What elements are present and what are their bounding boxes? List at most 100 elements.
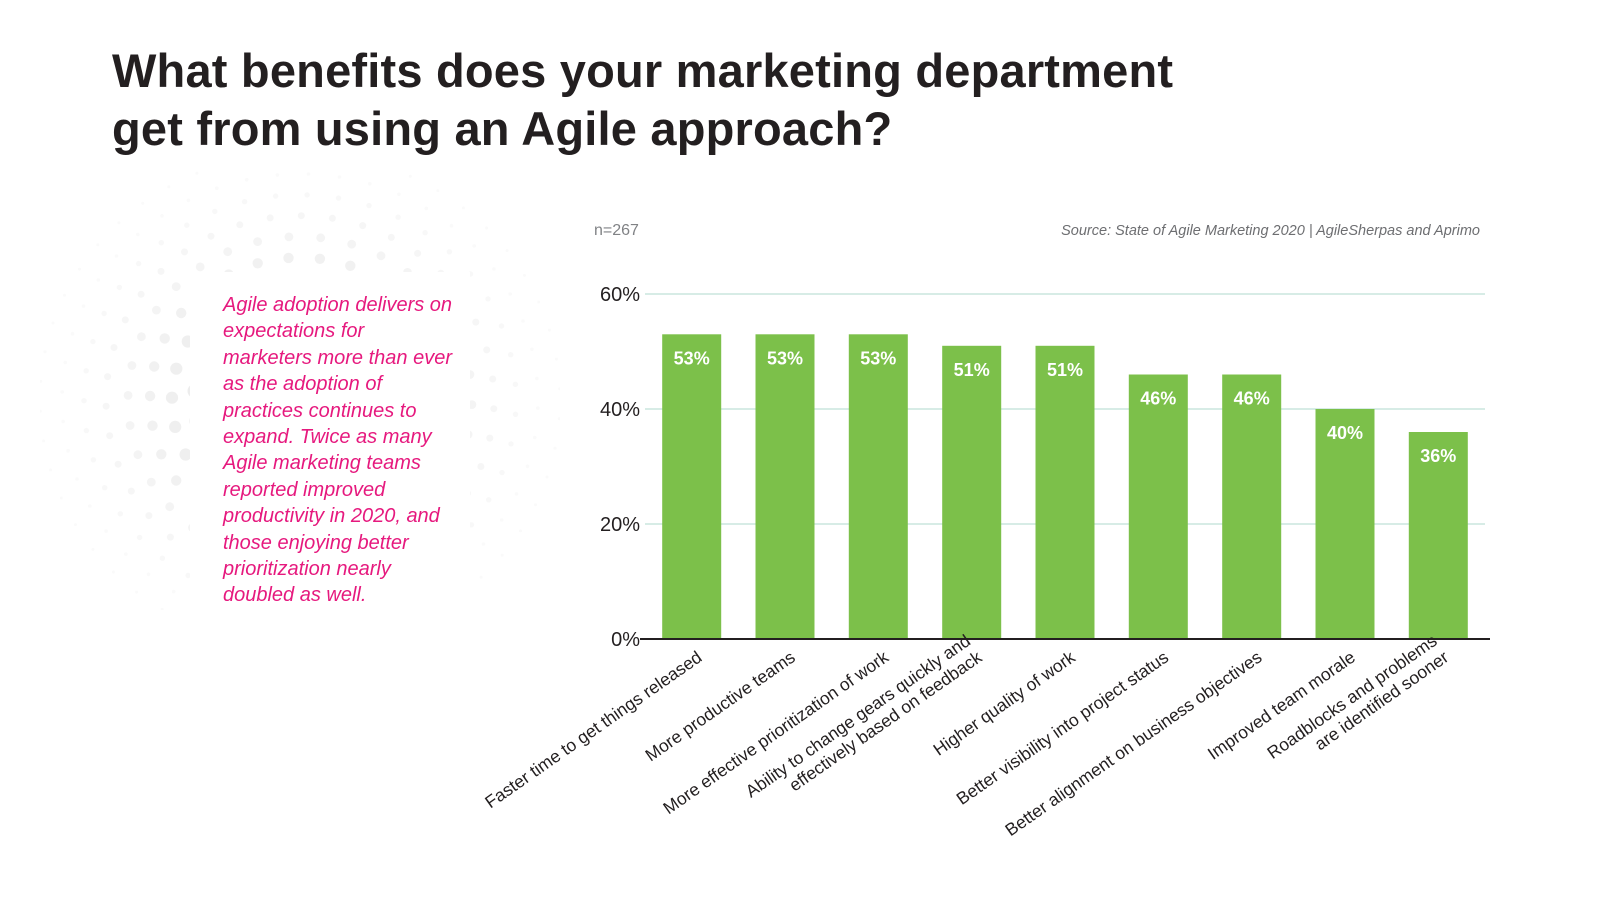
decorative-dot: [499, 469, 505, 476]
decorative-dot: [395, 214, 401, 220]
bar-value-label: 51%: [954, 360, 990, 380]
decorative-dot: [366, 202, 372, 209]
decorative-dot: [121, 316, 129, 324]
decorative-dot: [508, 292, 512, 296]
decorative-dot: [90, 457, 97, 463]
decorative-dot: [508, 441, 514, 447]
decorative-dot: [156, 449, 167, 460]
bar-value-label: 36%: [1420, 446, 1456, 466]
decorative-dot: [170, 362, 183, 375]
y-tick-label: 40%: [600, 399, 640, 421]
decorative-dot: [253, 237, 262, 246]
decorative-dot: [124, 552, 128, 556]
decorative-dot: [179, 448, 192, 461]
x-category-label-line: More productive teams: [641, 647, 798, 766]
decorative-dot: [337, 175, 342, 179]
decorative-dot: [106, 432, 114, 440]
decorative-dot: [136, 534, 143, 541]
decorative-dot: [505, 249, 509, 253]
decorative-dot: [159, 555, 166, 561]
bar: [1128, 374, 1188, 639]
decorative-dot: [104, 529, 108, 533]
decorative-dot: [110, 344, 118, 351]
decorative-dot: [127, 487, 135, 495]
decorative-dot: [144, 390, 156, 402]
decorative-dot: [499, 518, 504, 522]
decorative-dot: [114, 460, 122, 468]
decorative-dot: [481, 542, 486, 546]
decorative-dot: [137, 290, 145, 298]
decorative-dot: [49, 468, 53, 472]
decorative-dot: [275, 173, 280, 177]
decorative-dot: [135, 590, 139, 594]
decorative-dot: [83, 427, 90, 434]
decorative-dot: [146, 477, 156, 487]
decorative-dot: [137, 332, 146, 342]
decorative-dot: [512, 411, 519, 417]
decorative-dot: [514, 492, 519, 496]
decorative-dot: [553, 446, 557, 450]
decorative-dot: [519, 529, 522, 533]
decorative-dot: [536, 406, 540, 410]
decorative-dot: [66, 448, 70, 453]
decorative-dot: [116, 284, 123, 291]
decorative-dot: [328, 214, 336, 222]
decorative-dot: [252, 258, 263, 269]
decorative-dot: [535, 376, 539, 381]
y-tick-label: 20%: [600, 514, 640, 536]
decorative-dot: [512, 381, 519, 387]
bar: [848, 334, 908, 640]
decorative-dot: [537, 300, 541, 304]
decorative-dot: [83, 368, 89, 374]
decorative-dot: [195, 171, 199, 175]
decorative-dot: [185, 572, 191, 579]
decorative-dot: [424, 206, 429, 211]
decorative-dot: [483, 346, 491, 354]
bar: [1222, 374, 1282, 639]
decorative-dot: [534, 503, 537, 507]
decorative-dot: [135, 260, 142, 267]
decorative-dot: [347, 239, 357, 249]
decorative-dot: [42, 439, 46, 443]
decorative-dot: [335, 195, 342, 201]
decorative-dot: [241, 199, 248, 205]
page-title: What benefits does your marketing depart…: [112, 42, 1312, 158]
decorative-dot: [486, 434, 494, 442]
decorative-dot: [523, 273, 526, 277]
bar: [1315, 409, 1375, 639]
bar-value-label: 53%: [860, 348, 896, 368]
decorative-dot: [117, 221, 121, 225]
decorative-dot: [40, 379, 43, 383]
decorative-dot: [123, 391, 133, 400]
bar: [662, 334, 722, 640]
decorative-dot: [472, 318, 480, 326]
decorative-dot: [59, 496, 63, 500]
decorative-dot: [160, 214, 164, 218]
callout-text: Agile adoption delivers on expectations …: [223, 294, 453, 607]
decorative-dot: [486, 497, 492, 503]
decorative-dot: [422, 230, 428, 236]
bar: [1408, 432, 1468, 639]
bar-value-label: 46%: [1234, 389, 1270, 409]
decorative-dot: [165, 502, 175, 512]
decorative-dot: [485, 296, 491, 302]
bar-value-label: 53%: [674, 348, 710, 368]
decorative-dot: [133, 450, 143, 460]
bar: [1035, 345, 1095, 640]
y-tick-label: 60%: [600, 284, 640, 306]
decorative-dot: [90, 338, 96, 345]
decorative-dot: [74, 523, 77, 527]
decorative-dot: [215, 186, 219, 190]
decorative-dot: [102, 485, 108, 491]
decorative-dot: [446, 249, 453, 255]
decorative-dot: [244, 177, 249, 182]
decorative-dot: [345, 260, 356, 271]
bar-value-label: 46%: [1140, 389, 1176, 409]
decorative-dot: [104, 373, 112, 381]
decorative-dot: [145, 512, 153, 520]
decorative-dot: [485, 226, 489, 230]
decorative-dot: [554, 357, 558, 361]
decorative-dot: [158, 240, 164, 246]
decorative-dot: [479, 575, 483, 579]
